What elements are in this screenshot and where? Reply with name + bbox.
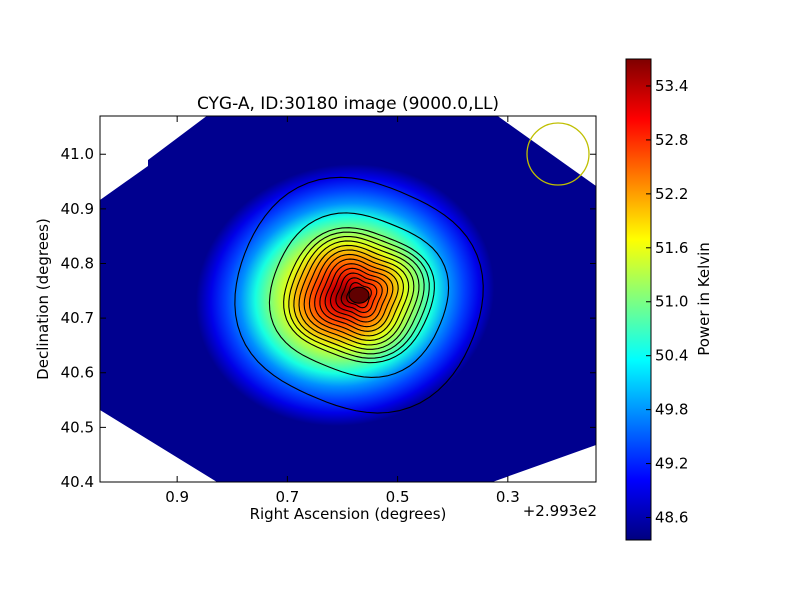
contour-line bbox=[308, 249, 410, 341]
contour-line bbox=[335, 272, 383, 318]
colorbar-tick-label: 48.6 bbox=[655, 509, 688, 527]
contour-line bbox=[340, 277, 378, 314]
colorbar-tick-label: 52.2 bbox=[655, 185, 688, 203]
plot-area bbox=[99, 115, 597, 483]
contour-line bbox=[303, 244, 415, 346]
colorbar-tick-label: 51.6 bbox=[655, 239, 688, 257]
colorbar-tick-label: 49.8 bbox=[655, 401, 688, 419]
colorbar-label: Power in Kelvin bbox=[695, 242, 713, 356]
beam-circle bbox=[526, 122, 590, 186]
contour-line bbox=[293, 236, 425, 355]
contour-line bbox=[283, 227, 435, 364]
contour-line bbox=[234, 176, 484, 414]
x-tick-label: 0.7 bbox=[275, 488, 299, 506]
y-tick-label: 40.7 bbox=[61, 309, 94, 327]
peak-marker bbox=[348, 286, 370, 304]
y-tick-label: 40.6 bbox=[61, 364, 94, 382]
y-axis: 40.4 40.5 40.6 40.7 40.8 40.9 41.0 bbox=[61, 145, 596, 491]
colorbar: 48.6 49.2 49.8 50.4 51.0 51.6 52.2 52.8 53.4 Pow… bbox=[625, 58, 713, 541]
contour-line bbox=[298, 240, 420, 350]
contour-line bbox=[319, 258, 399, 332]
y-tick-label: 40.9 bbox=[61, 200, 94, 218]
contour-lines bbox=[234, 176, 484, 414]
y-tick-label: 40.8 bbox=[61, 254, 94, 272]
y-tick-label: 40.5 bbox=[61, 418, 94, 436]
x-axis: 0.9 0.7 0.5 0.3 bbox=[165, 116, 520, 506]
contour-line bbox=[288, 231, 430, 359]
x-tick-label: 0.5 bbox=[386, 488, 410, 506]
x-tick-label: 0.3 bbox=[496, 488, 520, 506]
x-offset-label: +2.993e2 bbox=[523, 502, 597, 520]
y-tick-label: 41.0 bbox=[61, 145, 94, 163]
colorbar-tick-label: 49.2 bbox=[655, 455, 688, 473]
contour-line bbox=[268, 212, 450, 378]
contour-line bbox=[324, 263, 394, 328]
colorbar-tick-label: 52.8 bbox=[655, 131, 688, 149]
colorbar-tick-label: 51.0 bbox=[655, 293, 688, 311]
colorbar-ticks: 48.6 49.2 49.8 50.4 51.0 51.6 52.2 52.8 53.4 bbox=[646, 77, 688, 527]
colorbar-gradient bbox=[625, 58, 652, 541]
x-tick-label: 0.9 bbox=[165, 488, 189, 506]
source-emission bbox=[195, 164, 495, 426]
x-axis-label: Right Ascension (degrees) bbox=[250, 505, 447, 523]
contour-line bbox=[329, 267, 389, 323]
contour-line bbox=[346, 282, 372, 309]
colorbar-tick-label: 50.4 bbox=[655, 347, 688, 365]
y-tick-label: 40.4 bbox=[61, 473, 94, 491]
colorbar-tick-label: 53.4 bbox=[655, 77, 688, 95]
contour-line bbox=[314, 253, 404, 337]
chart-title: CYG-A, ID:30180 image (9000.0,LL) bbox=[197, 94, 499, 114]
axes-frame bbox=[99, 115, 597, 483]
y-axis-label: Declination (degrees) bbox=[34, 218, 52, 380]
